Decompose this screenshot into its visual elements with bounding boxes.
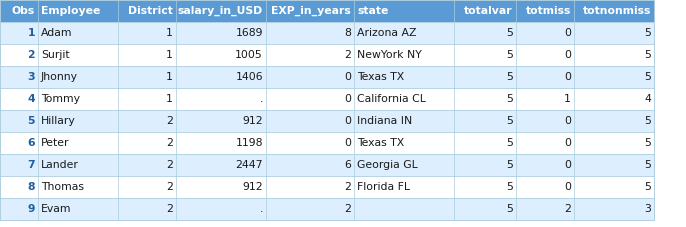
Text: 3: 3 — [644, 204, 651, 214]
Text: 0: 0 — [564, 50, 571, 60]
Text: 1: 1 — [166, 50, 173, 60]
Text: Adam: Adam — [41, 28, 73, 38]
Bar — [0, 88, 654, 110]
Bar — [0, 22, 654, 44]
Text: NewYork NY: NewYork NY — [357, 50, 422, 60]
Bar — [0, 110, 654, 132]
Text: Surjit: Surjit — [41, 50, 69, 60]
Text: state: state — [357, 6, 388, 16]
Text: salary_in_USD: salary_in_USD — [178, 6, 263, 16]
Text: 5: 5 — [506, 50, 513, 60]
Text: 5: 5 — [644, 28, 651, 38]
Text: 2: 2 — [166, 160, 173, 170]
Text: 9: 9 — [27, 204, 35, 214]
Text: EXP_in_years: EXP_in_years — [271, 6, 351, 16]
Text: 1689: 1689 — [235, 28, 263, 38]
Text: 1: 1 — [166, 28, 173, 38]
Text: 8: 8 — [344, 28, 351, 38]
Text: 5: 5 — [27, 116, 35, 126]
Text: 4: 4 — [644, 94, 651, 104]
Text: Tommy: Tommy — [41, 94, 80, 104]
Text: Jhonny: Jhonny — [41, 72, 78, 82]
Text: District: District — [128, 6, 173, 16]
Text: Thomas: Thomas — [41, 182, 84, 192]
Text: 0: 0 — [344, 116, 351, 126]
Text: 5: 5 — [644, 72, 651, 82]
Text: Peter: Peter — [41, 138, 69, 148]
Text: 5: 5 — [644, 160, 651, 170]
Text: 0: 0 — [564, 160, 571, 170]
Text: 5: 5 — [644, 50, 651, 60]
Text: Employee: Employee — [41, 6, 100, 16]
Text: 5: 5 — [506, 182, 513, 192]
Text: 7: 7 — [27, 160, 35, 170]
Bar — [0, 198, 654, 220]
Text: Indiana IN: Indiana IN — [357, 116, 412, 126]
Text: 5: 5 — [506, 94, 513, 104]
Bar — [0, 66, 654, 88]
Bar — [0, 176, 654, 198]
Text: 4: 4 — [27, 94, 35, 104]
Text: 8: 8 — [27, 182, 35, 192]
Text: 0: 0 — [564, 72, 571, 82]
Text: Florida FL: Florida FL — [357, 182, 410, 192]
Text: Hillary: Hillary — [41, 116, 75, 126]
Text: 1: 1 — [27, 28, 35, 38]
Text: totalvar: totalvar — [464, 6, 513, 16]
Text: totnonmiss: totnonmiss — [582, 6, 651, 16]
Text: Arizona AZ: Arizona AZ — [357, 28, 416, 38]
Text: 0: 0 — [564, 138, 571, 148]
Bar — [0, 44, 654, 66]
Text: 1: 1 — [166, 72, 173, 82]
Text: 0: 0 — [344, 138, 351, 148]
Text: 5: 5 — [506, 160, 513, 170]
Text: 2: 2 — [564, 204, 571, 214]
Text: 1406: 1406 — [235, 72, 263, 82]
Text: Texas TX: Texas TX — [357, 138, 404, 148]
Text: 5: 5 — [506, 72, 513, 82]
Text: 912: 912 — [242, 182, 263, 192]
Text: 2: 2 — [27, 50, 35, 60]
Text: 1198: 1198 — [235, 138, 263, 148]
Text: 2447: 2447 — [235, 160, 263, 170]
Text: California CL: California CL — [357, 94, 426, 104]
Text: 1005: 1005 — [235, 50, 263, 60]
Text: .: . — [259, 204, 263, 214]
Text: 6: 6 — [344, 160, 351, 170]
Text: 5: 5 — [644, 116, 651, 126]
Text: 2: 2 — [166, 182, 173, 192]
Text: totmiss: totmiss — [525, 6, 571, 16]
Text: 2: 2 — [166, 138, 173, 148]
Text: Georgia GL: Georgia GL — [357, 160, 418, 170]
Text: 0: 0 — [564, 116, 571, 126]
Text: 5: 5 — [644, 182, 651, 192]
Bar — [0, 132, 654, 154]
Text: Obs: Obs — [12, 6, 35, 16]
Text: 1: 1 — [166, 94, 173, 104]
Text: 0: 0 — [344, 94, 351, 104]
Text: 2: 2 — [344, 204, 351, 214]
Bar — [0, 0, 654, 22]
Text: Lander: Lander — [41, 160, 79, 170]
Text: 0: 0 — [564, 28, 571, 38]
Text: 3: 3 — [27, 72, 35, 82]
Text: 1: 1 — [564, 94, 571, 104]
Text: 2: 2 — [344, 50, 351, 60]
Text: .: . — [259, 94, 263, 104]
Text: 2: 2 — [166, 116, 173, 126]
Text: 2: 2 — [344, 182, 351, 192]
Text: 2: 2 — [166, 204, 173, 214]
Text: 6: 6 — [27, 138, 35, 148]
Text: 5: 5 — [506, 28, 513, 38]
Text: 0: 0 — [564, 182, 571, 192]
Text: Evam: Evam — [41, 204, 71, 214]
Text: 0: 0 — [344, 72, 351, 82]
Text: 5: 5 — [506, 204, 513, 214]
Text: 5: 5 — [644, 138, 651, 148]
Text: 912: 912 — [242, 116, 263, 126]
Text: 5: 5 — [506, 138, 513, 148]
Text: 5: 5 — [506, 116, 513, 126]
Text: Texas TX: Texas TX — [357, 72, 404, 82]
Bar — [0, 154, 654, 176]
